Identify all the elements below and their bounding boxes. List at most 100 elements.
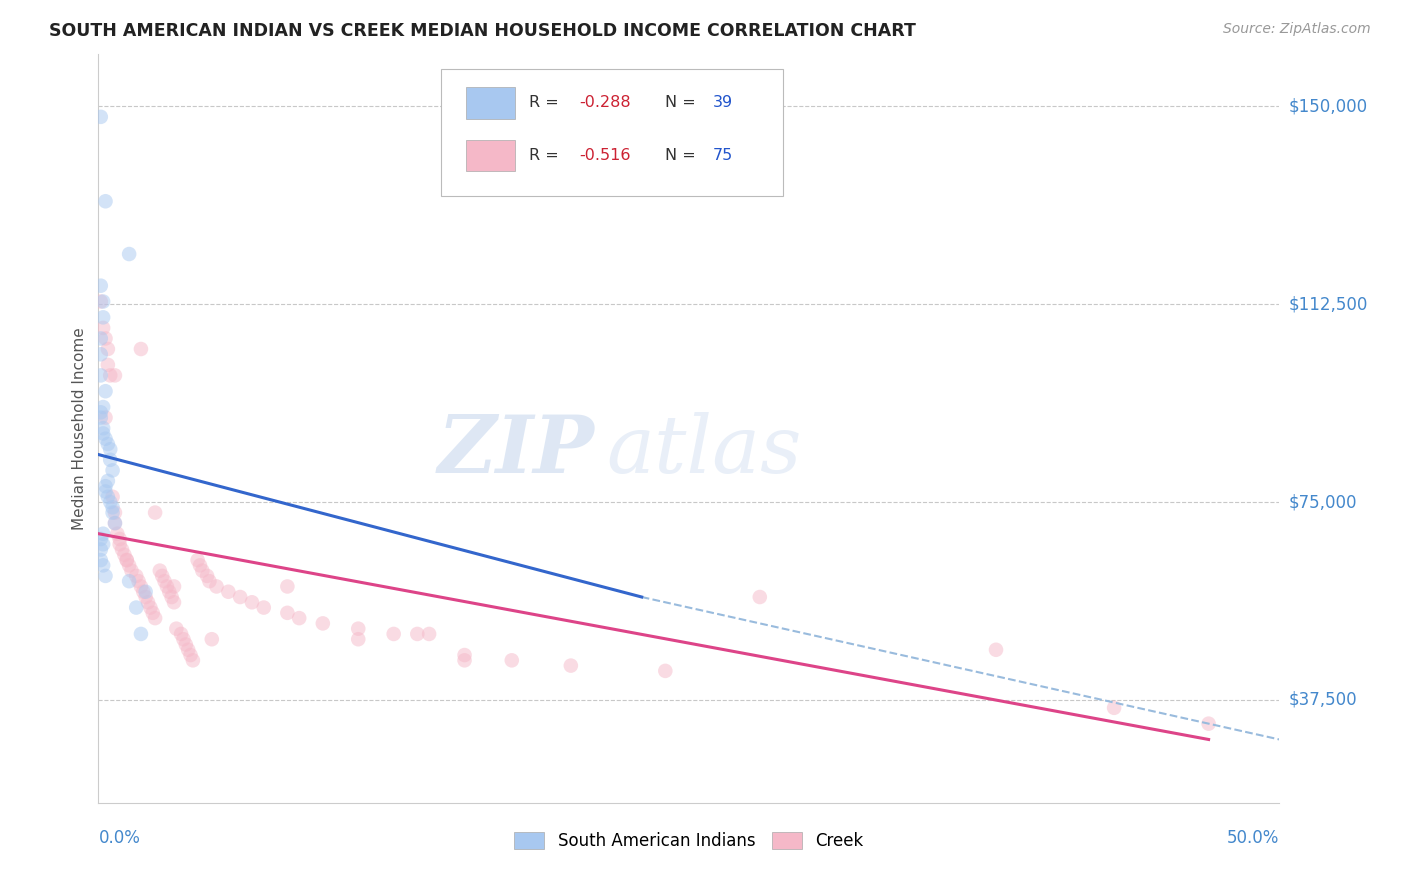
Point (163, 595, 186, 609)
Text: R =: R = (530, 95, 564, 111)
Text: Source: ZipAtlas.com: Source: ZipAtlas.com (1223, 22, 1371, 37)
Text: -0.288: -0.288 (579, 95, 631, 111)
Point (406, 627, 429, 641)
Point (136, 595, 159, 609)
FancyBboxPatch shape (441, 69, 783, 196)
Point (253, 600, 276, 615)
Point (90, 368, 112, 383)
Point (453, 653, 475, 667)
Y-axis label: Median Household Income: Median Household Income (72, 326, 87, 530)
Point (104, 516, 127, 530)
Point (94, 479, 117, 493)
Point (90, 405, 112, 419)
Text: $37,500: $37,500 (1289, 691, 1358, 709)
Point (229, 590, 252, 604)
Point (115, 553, 138, 567)
Point (188, 558, 211, 573)
Text: $150,000: $150,000 (1289, 97, 1368, 115)
Point (1198, 716, 1220, 731)
Point (201, 632, 224, 647)
Point (129, 342, 152, 356)
Text: ZIP: ZIP (437, 412, 595, 490)
Point (97, 437, 120, 451)
Point (347, 632, 370, 647)
Point (501, 653, 523, 667)
Point (97, 474, 120, 488)
Point (94, 410, 117, 425)
Text: 0.0%: 0.0% (98, 830, 141, 847)
Point (177, 642, 200, 657)
Point (174, 638, 197, 652)
Point (125, 600, 148, 615)
Point (1102, 701, 1125, 715)
FancyBboxPatch shape (465, 87, 516, 119)
Point (104, 506, 127, 520)
Point (90, 347, 112, 361)
Point (91, 426, 114, 441)
Point (90, 532, 112, 546)
Text: R =: R = (530, 148, 564, 163)
Point (97, 342, 120, 356)
Point (94, 384, 117, 399)
Point (97, 490, 120, 504)
Point (156, 579, 179, 593)
Point (104, 368, 127, 383)
Point (94, 331, 117, 345)
Point (101, 490, 124, 504)
Point (139, 600, 162, 615)
Point (276, 579, 298, 593)
Point (111, 542, 134, 557)
Point (91, 421, 114, 435)
Point (172, 632, 194, 647)
Point (125, 569, 148, 583)
Point (98, 495, 121, 509)
Point (98, 452, 121, 467)
Point (453, 648, 475, 662)
Point (98, 442, 121, 457)
Point (288, 611, 311, 625)
Point (157, 584, 180, 599)
Point (160, 590, 183, 604)
Point (101, 463, 124, 477)
Point (240, 595, 263, 609)
Point (101, 500, 124, 515)
Point (195, 569, 218, 583)
Point (91, 526, 114, 541)
Point (118, 574, 141, 589)
Point (149, 564, 172, 578)
Point (90, 278, 112, 293)
Point (560, 658, 582, 673)
Point (132, 584, 155, 599)
Point (90, 294, 112, 309)
Point (104, 516, 127, 530)
Text: N =: N = (665, 95, 702, 111)
Point (90, 331, 112, 345)
Point (198, 574, 221, 589)
Point (112, 548, 135, 562)
Point (180, 648, 202, 662)
Point (98, 368, 121, 383)
Text: $112,500: $112,500 (1289, 295, 1368, 313)
Point (143, 506, 166, 520)
Text: SOUTH AMERICAN INDIAN VS CREEK MEDIAN HOUSEHOLD INCOME CORRELATION CHART: SOUTH AMERICAN INDIAN VS CREEK MEDIAN HO… (49, 22, 917, 40)
Point (101, 506, 124, 520)
Point (142, 606, 165, 620)
Point (91, 558, 114, 573)
Text: 50.0%: 50.0% (1227, 830, 1279, 847)
Point (187, 553, 209, 567)
Point (276, 606, 298, 620)
Point (347, 622, 370, 636)
Point (91, 400, 114, 414)
FancyBboxPatch shape (465, 140, 516, 171)
Point (94, 484, 117, 499)
Point (143, 611, 166, 625)
Text: $75,000: $75,000 (1289, 493, 1357, 511)
Point (165, 622, 187, 636)
Point (135, 584, 157, 599)
Point (382, 627, 405, 641)
Point (312, 616, 335, 631)
Point (748, 590, 770, 604)
Point (108, 532, 131, 546)
Point (118, 247, 141, 261)
Point (118, 558, 141, 573)
